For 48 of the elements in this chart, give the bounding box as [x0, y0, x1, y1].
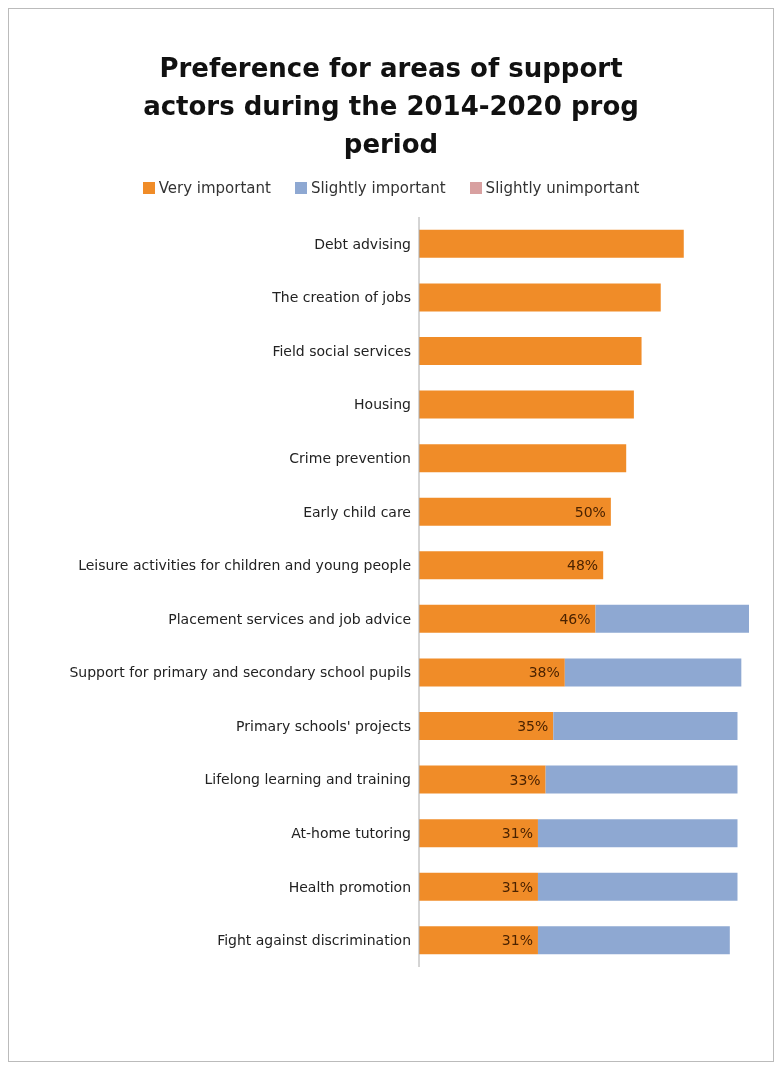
bar	[595, 604, 749, 633]
y-tick-label: Early child care	[303, 503, 411, 520]
bar	[419, 283, 661, 312]
bar	[419, 337, 642, 365]
chart-title: Preference for areas of support actors during the 2014-2020 prog period	[142, 52, 640, 161]
bar	[419, 765, 546, 794]
bar	[419, 658, 565, 687]
y-tick-label: Support for primary and secondary school pupils	[69, 664, 411, 681]
bar	[419, 551, 604, 580]
y-tick-label: Placement services and job advice	[168, 610, 411, 627]
data-label: 35%	[517, 718, 549, 734]
bar	[419, 444, 627, 473]
data-label: 46%	[559, 610, 591, 627]
y-tick-label: Field social services	[272, 342, 411, 359]
y-tick-label: Fight against discrimination	[217, 932, 411, 949]
data-label: 31%	[501, 878, 533, 895]
bar	[419, 604, 596, 633]
bar	[419, 712, 554, 740]
data-label: 48%	[567, 557, 599, 574]
y-tick-label: Health promotion	[288, 878, 411, 895]
bar	[419, 390, 634, 419]
data-label: 31%	[501, 932, 533, 949]
data-label: 33%	[509, 771, 541, 788]
legend-label: Slightly unimportant	[484, 179, 640, 197]
legend-label: Slightly important	[309, 179, 446, 197]
y-tick-label: Leisure activities for children and young people	[78, 557, 411, 574]
bar	[537, 872, 738, 901]
data-label: 31%	[501, 825, 533, 842]
y-tick-label: At-home tutoring	[291, 825, 411, 842]
y-tick-label: Housing	[354, 396, 411, 413]
bar	[564, 658, 742, 687]
data-label: 38%	[528, 664, 560, 681]
bar	[553, 712, 738, 740]
bar	[545, 765, 738, 794]
y-tick-label: Lifelong learning and training	[204, 771, 411, 788]
bar	[419, 497, 611, 526]
bar	[419, 229, 684, 258]
bar	[419, 926, 538, 955]
bar	[537, 926, 730, 955]
y-tick-label: Debt advising	[314, 235, 411, 252]
legend-label: Very important	[157, 179, 271, 197]
y-tick-label: Crime prevention	[289, 450, 411, 467]
y-tick-label: Primary schools' projects	[236, 717, 411, 734]
bar	[419, 819, 538, 848]
bar	[537, 819, 738, 848]
bar	[419, 872, 538, 901]
data-label: 50%	[574, 503, 606, 520]
y-tick-label: The creation of jobs	[271, 289, 411, 306]
